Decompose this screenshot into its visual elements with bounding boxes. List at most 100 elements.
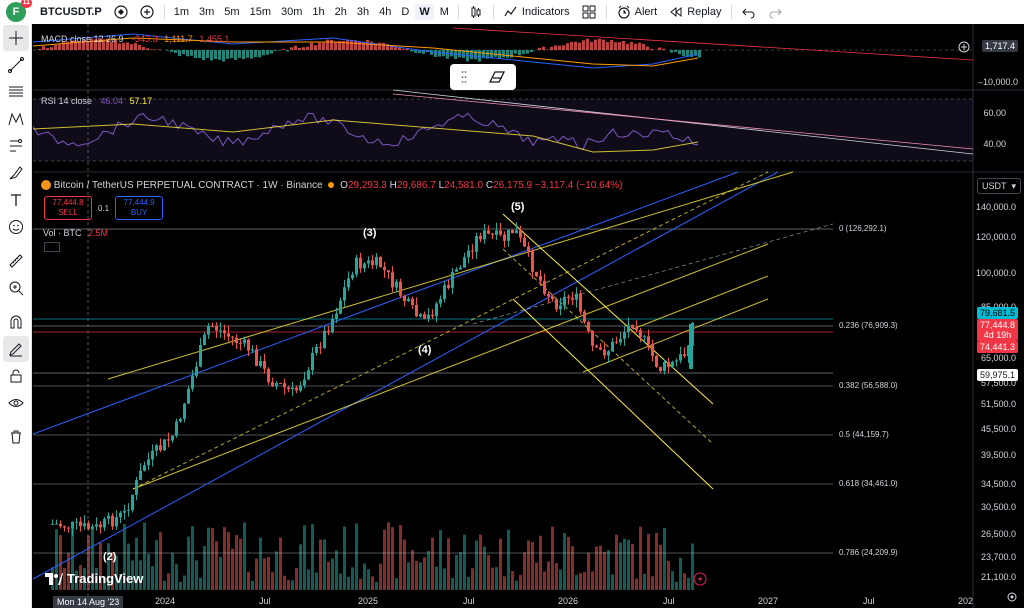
- volume-bar: [375, 581, 378, 590]
- divider: [731, 5, 733, 19]
- indicators-label: Indicators: [521, 6, 570, 18]
- magnet-icon[interactable]: [3, 309, 29, 335]
- eye-icon[interactable]: [3, 390, 29, 416]
- volume-bar: [603, 551, 606, 590]
- floating-drawing-toolbar[interactable]: [450, 64, 516, 90]
- plus-circle-icon[interactable]: [958, 41, 970, 56]
- symbol-search[interactable]: BTCUSDT.P: [40, 6, 102, 18]
- macd-histogram-bar: [474, 50, 477, 60]
- dot-icon: [328, 182, 335, 189]
- close-label: C: [485, 180, 494, 191]
- rsi-axis-60: 60.00: [983, 108, 1006, 118]
- price-tick: 39,500.0: [980, 450, 1016, 460]
- interval-D[interactable]: D: [401, 6, 410, 18]
- interval-4h[interactable]: 4h: [379, 6, 392, 18]
- replay-button[interactable]: Replay: [663, 5, 727, 19]
- macd-histogram-bar: [410, 50, 413, 52]
- macd-histogram-bar: [46, 48, 49, 50]
- bell-heart-icon[interactable]: [114, 5, 128, 19]
- interval-1m[interactable]: 1m: [173, 6, 190, 18]
- chart-area[interactable]: MACD close 12 26 9 -343.3 1,111.7 1,455.…: [33, 24, 1024, 608]
- volume-bar: [87, 535, 90, 590]
- candle-body: [51, 523, 54, 525]
- candle-body: [455, 269, 458, 272]
- interval-1h[interactable]: 1h: [312, 6, 325, 18]
- macd-histogram-bar: [298, 47, 301, 50]
- drawing-tool-icon[interactable]: [488, 68, 506, 86]
- macd-histogram-bar: [182, 50, 185, 55]
- candle-body: [643, 336, 646, 338]
- macd-histogram-bar: [250, 50, 253, 59]
- macd-histogram-bar: [618, 42, 621, 50]
- interval-M[interactable]: M: [439, 6, 449, 18]
- macd-histogram-bar: [262, 50, 265, 56]
- stay-drawing-icon[interactable]: [2, 336, 29, 362]
- undo-icon[interactable]: [742, 5, 756, 19]
- macd-histogram-bar: [102, 39, 105, 50]
- interval-W[interactable]: W: [415, 4, 434, 20]
- interval-3m[interactable]: 3m: [199, 6, 215, 18]
- emoji-icon[interactable]: [3, 214, 29, 240]
- candle-body: [251, 349, 254, 351]
- rsi-legend[interactable]: RSI 14 close 46.04 57.17: [41, 96, 152, 106]
- candle-body: [383, 267, 386, 271]
- candle-body: [535, 271, 538, 277]
- volume-bar: [291, 580, 294, 590]
- redo-icon[interactable]: [768, 5, 783, 19]
- macd-histogram-bar: [214, 50, 217, 60]
- candle-body: [683, 354, 686, 357]
- volume-bar: [467, 576, 470, 590]
- brush-icon[interactable]: [3, 160, 29, 186]
- sell-button[interactable]: 77,444.8 SELL: [44, 196, 92, 220]
- price-tick: 21,100.0: [980, 572, 1016, 582]
- candles-icon[interactable]: [469, 5, 483, 19]
- crosshair-icon[interactable]: [2, 25, 29, 51]
- indicators-button[interactable]: Indicators: [498, 5, 576, 19]
- interval-15m[interactable]: 15m: [249, 6, 271, 18]
- layout-grid-icon[interactable]: [582, 5, 596, 19]
- forecast-icon[interactable]: [3, 133, 29, 159]
- volume-bar: [575, 575, 578, 590]
- lightning-icon[interactable]: [693, 572, 707, 589]
- macd-histogram-bar: [278, 50, 281, 51]
- buy-price: 77,444.9: [123, 198, 155, 207]
- candle-body: [687, 345, 690, 357]
- candle-body: [147, 459, 150, 466]
- lock-icon[interactable]: [3, 363, 29, 389]
- chart-canvas[interactable]: [33, 24, 1024, 608]
- volume-bar: [587, 552, 590, 590]
- pattern-icon[interactable]: [3, 106, 29, 132]
- candle-body: [635, 328, 638, 331]
- interval-3h[interactable]: 3h: [356, 6, 370, 18]
- volume-bar: [127, 543, 130, 590]
- text-icon[interactable]: [3, 187, 29, 213]
- interval-5m[interactable]: 5m: [224, 6, 240, 18]
- volume-legend[interactable]: Vol · BTC 2.5M: [43, 228, 108, 238]
- buy-button[interactable]: 77,444.9 BUY: [115, 196, 164, 220]
- drag-handle-icon[interactable]: [461, 70, 467, 84]
- macd-histogram-bar: [470, 50, 473, 60]
- main-legend[interactable]: Bitcoin / TetherUS PERPETUAL CONTRACT · …: [41, 180, 622, 191]
- macd-histogram-bar: [254, 50, 257, 58]
- currency-select[interactable]: USDT ▾: [977, 178, 1021, 194]
- alert-button[interactable]: Alert: [611, 5, 664, 19]
- macd-histogram-bar: [370, 41, 373, 50]
- interval-2h[interactable]: 2h: [334, 6, 347, 18]
- trend-line-icon[interactable]: [3, 52, 29, 78]
- macd-histogram-bar: [294, 45, 297, 50]
- collapse-legend-icon[interactable]: [44, 242, 60, 252]
- macd-histogram-bar: [346, 39, 349, 50]
- macd-histogram-bar: [682, 50, 685, 57]
- settings-icon[interactable]: [1006, 591, 1018, 606]
- interval-30m[interactable]: 30m: [280, 6, 303, 18]
- user-avatar[interactable]: F 11: [6, 0, 32, 22]
- macd-histogram-bar: [62, 42, 65, 50]
- trash-icon[interactable]: [3, 424, 29, 450]
- change-value: −3,117.4 (−10.64%): [534, 180, 623, 191]
- fib-retracement-icon[interactable]: [3, 79, 29, 105]
- volume-bar: [407, 562, 410, 590]
- ruler-icon[interactable]: [3, 248, 29, 274]
- add-symbol-icon[interactable]: [140, 5, 154, 19]
- zoom-icon[interactable]: [3, 275, 29, 301]
- macd-legend[interactable]: MACD close 12 26 9 -343.3 1,111.7 1,455.…: [41, 34, 229, 44]
